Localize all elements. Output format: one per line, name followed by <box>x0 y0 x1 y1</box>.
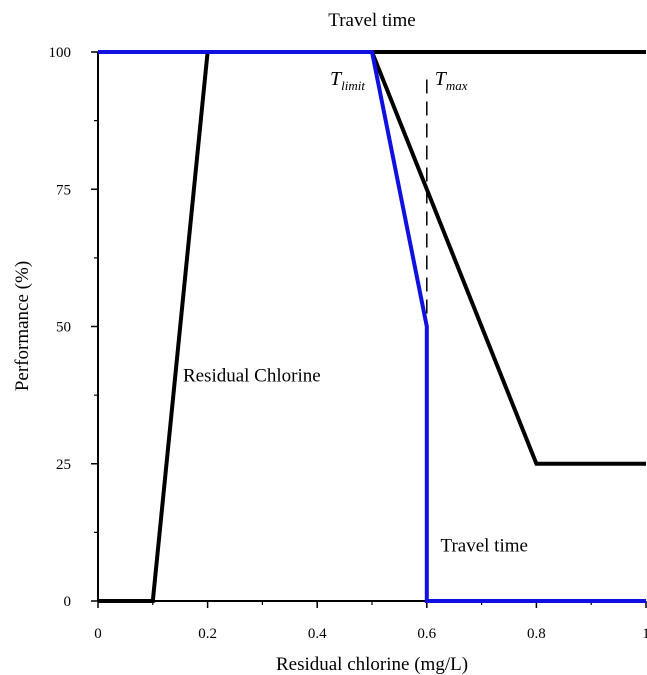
series-line-1 <box>98 50 646 603</box>
series-line-3 <box>98 50 646 603</box>
series-lines <box>98 50 646 603</box>
x-tick-label: 0.6 <box>417 626 436 642</box>
y-tick-label: 75 <box>56 182 71 198</box>
y-axis-title: Performance (%) <box>12 261 33 391</box>
x-tick-label: 0.2 <box>198 626 217 642</box>
y-tick-label: 25 <box>56 457 71 473</box>
top-axis-label: Travel time <box>328 10 415 31</box>
y-tick-label: 0 <box>64 594 72 610</box>
x-tick-label: 0.8 <box>527 626 546 642</box>
x-axis-title: Residual chlorine (mg/L) <box>276 654 468 675</box>
labels: Residual Chlorine Travel time <box>183 365 528 556</box>
x-tick-label: 1 <box>642 626 647 642</box>
y-tick-label: 50 <box>56 320 71 336</box>
series-line-2 <box>370 51 646 466</box>
t-limit-label: Tlimit <box>330 68 365 93</box>
x-tick-label: 0.4 <box>308 626 327 642</box>
annotation-label: Travel time <box>441 536 528 557</box>
t-max-label: Tmax <box>435 68 468 93</box>
x-tick-label: 0 <box>94 626 102 642</box>
ticks: 0 25 50 75 100 0 0.2 0.4 0.6 0.8 1 <box>49 45 647 642</box>
y-tick-label: 100 <box>49 45 72 61</box>
annotation-label: Residual Chlorine <box>183 365 321 386</box>
